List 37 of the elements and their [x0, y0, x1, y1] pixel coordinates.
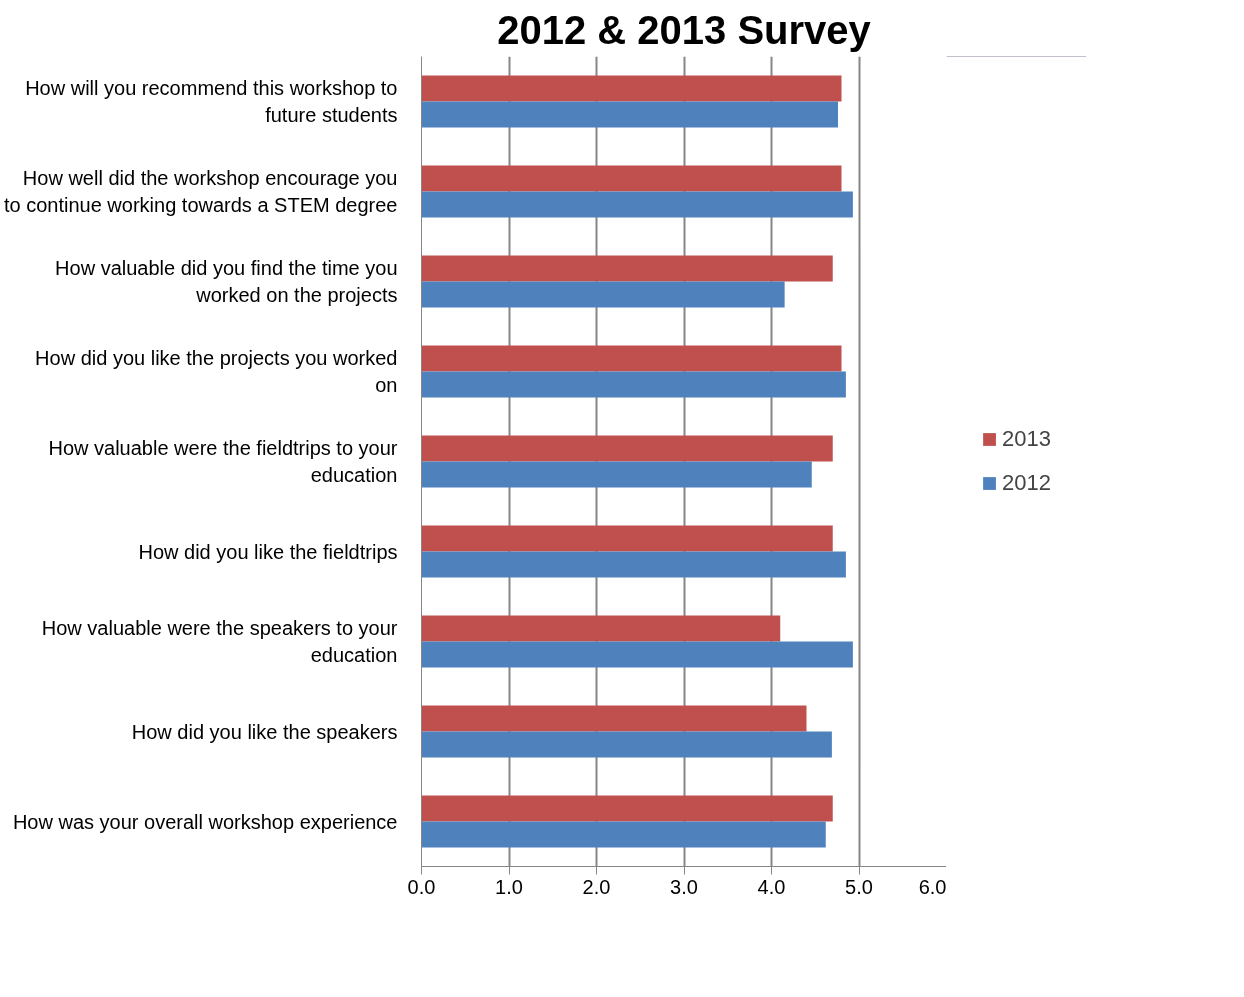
bar [421, 345, 842, 372]
bar [421, 75, 842, 102]
x-tick-label: 2.0 [582, 875, 611, 898]
chart-title: 2012 & 2013 Survey [497, 7, 872, 52]
x-tick-label: 4.0 [757, 875, 786, 898]
legend-label: 2012 [1002, 470, 1051, 496]
bar [421, 615, 781, 642]
x-tick-label: 3.0 [670, 875, 698, 898]
bar [421, 641, 853, 668]
bar [421, 821, 826, 848]
x-tick-label: 0.0 [407, 875, 436, 898]
bar [421, 731, 832, 758]
bar [421, 165, 842, 192]
y-tick-label: How did you like the projects you worked on [35, 347, 398, 396]
bar [421, 525, 833, 552]
y-tick-label: How valuable did you find the time you worked on the projects [55, 257, 398, 306]
y-tick-label: How will you recommend this workshop to future students [25, 77, 398, 126]
bar [421, 461, 812, 488]
bar [421, 281, 785, 308]
bar [421, 191, 853, 218]
y-tick-label: How valuable were the fieldtrips to your education [48, 437, 398, 486]
bar [421, 705, 807, 732]
bar [421, 435, 833, 462]
bar [421, 795, 833, 822]
y-tick-label: How valuable were the speakers to your education [41, 617, 398, 666]
bar [421, 101, 838, 128]
x-tick-label: 5.0 [845, 875, 873, 898]
y-tick-label: How well did the workshop encourage you to continue working towards a STEM degree [3, 167, 398, 216]
y-tick-label: How did you like the fieldtrips [138, 540, 398, 563]
bar [421, 551, 846, 578]
y-tick-label: How was your overall workshop experience [12, 810, 398, 833]
bar [421, 371, 846, 398]
bar [421, 255, 833, 282]
x-tick-label: 6.0 [918, 875, 947, 898]
x-tick-label: 1.0 [495, 875, 523, 898]
y-tick-label: How did you like the speakers [131, 720, 398, 743]
legend-label: 2013 [1002, 426, 1051, 452]
